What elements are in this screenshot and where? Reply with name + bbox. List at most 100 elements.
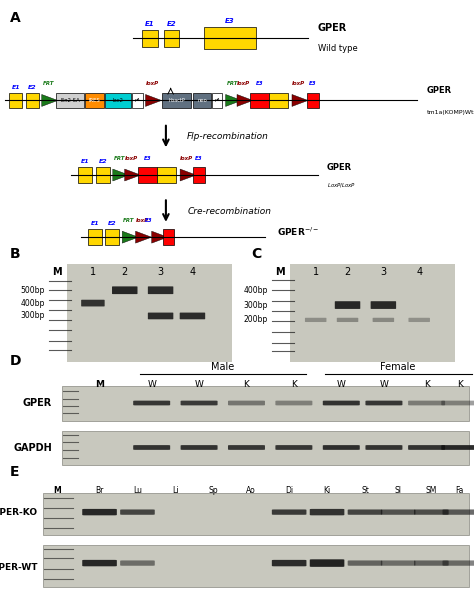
Text: E: E: [9, 465, 19, 479]
Text: K: K: [457, 380, 463, 389]
Polygon shape: [180, 169, 196, 181]
Text: GPER: GPER: [318, 23, 347, 34]
Bar: [26, 93, 39, 108]
Polygon shape: [122, 231, 138, 243]
Polygon shape: [292, 95, 308, 107]
Text: 200bp: 200bp: [244, 316, 268, 325]
Bar: [138, 167, 157, 183]
Bar: [105, 229, 119, 245]
Bar: [67, 264, 232, 362]
Bar: [78, 167, 92, 183]
FancyBboxPatch shape: [414, 561, 449, 565]
Text: E3: E3: [225, 18, 235, 24]
FancyBboxPatch shape: [441, 445, 474, 450]
Text: FRT: FRT: [123, 218, 135, 223]
Bar: [62, 386, 469, 420]
Text: 300bp: 300bp: [244, 301, 268, 310]
Text: Li: Li: [172, 486, 179, 495]
Polygon shape: [152, 231, 168, 243]
Bar: [142, 29, 158, 47]
FancyBboxPatch shape: [148, 286, 173, 294]
Bar: [43, 494, 469, 536]
Text: E1: E1: [81, 159, 90, 164]
Text: loxP: loxP: [146, 81, 159, 86]
Text: Wild type: Wild type: [318, 44, 357, 53]
Text: A: A: [9, 11, 20, 25]
Text: Sp: Sp: [209, 486, 218, 495]
Bar: [43, 545, 469, 588]
Polygon shape: [226, 95, 242, 107]
Polygon shape: [125, 169, 141, 181]
Text: E2: E2: [108, 222, 117, 226]
Text: K: K: [424, 380, 429, 389]
Text: GAPDH: GAPDH: [13, 443, 52, 453]
Text: FRT: FRT: [227, 81, 238, 86]
FancyBboxPatch shape: [408, 445, 445, 450]
Text: 4: 4: [416, 267, 422, 277]
FancyBboxPatch shape: [181, 401, 218, 406]
Text: FRT: FRT: [114, 156, 125, 161]
FancyBboxPatch shape: [310, 509, 344, 515]
Bar: [163, 229, 174, 245]
FancyBboxPatch shape: [442, 561, 474, 565]
Text: hbactP: hbactP: [168, 98, 185, 103]
FancyBboxPatch shape: [120, 510, 155, 515]
Text: loxP: loxP: [237, 81, 250, 86]
FancyBboxPatch shape: [120, 561, 155, 565]
Text: Male: Male: [211, 362, 235, 373]
FancyBboxPatch shape: [81, 300, 105, 307]
FancyBboxPatch shape: [335, 301, 360, 309]
Text: Br: Br: [95, 486, 104, 495]
Bar: [105, 93, 131, 108]
Text: 400bp: 400bp: [21, 298, 45, 308]
Polygon shape: [136, 231, 152, 243]
Bar: [307, 93, 319, 108]
Text: 400bp: 400bp: [244, 286, 268, 295]
Text: E3: E3: [256, 81, 264, 86]
Text: SM: SM: [426, 486, 437, 495]
Text: Fa: Fa: [456, 486, 464, 495]
Text: GPER$^{-/-}$: GPER$^{-/-}$: [277, 226, 319, 238]
FancyBboxPatch shape: [275, 445, 312, 450]
Text: GPER-WT: GPER-WT: [0, 563, 38, 572]
Text: Cre-recombination: Cre-recombination: [187, 207, 271, 216]
Bar: [204, 27, 256, 50]
FancyBboxPatch shape: [348, 510, 382, 515]
Text: 1: 1: [90, 267, 96, 277]
Bar: [85, 93, 104, 108]
Text: tm1a(KOMP)Wtsi: tm1a(KOMP)Wtsi: [427, 110, 474, 116]
FancyBboxPatch shape: [365, 401, 402, 406]
Text: Ao: Ao: [246, 486, 256, 495]
FancyBboxPatch shape: [275, 401, 312, 406]
Bar: [212, 93, 222, 108]
Bar: [9, 93, 22, 108]
FancyBboxPatch shape: [441, 401, 474, 406]
Text: W: W: [337, 380, 346, 389]
FancyBboxPatch shape: [82, 560, 117, 566]
Bar: [193, 167, 205, 183]
Bar: [96, 167, 110, 183]
Text: 300bp: 300bp: [21, 311, 45, 320]
Text: pA: pA: [135, 98, 140, 102]
Polygon shape: [113, 169, 129, 181]
Bar: [269, 93, 288, 108]
Text: En2 SA: En2 SA: [61, 98, 80, 103]
Text: E1: E1: [91, 222, 99, 226]
Text: GPER-KO: GPER-KO: [0, 507, 38, 516]
Text: 2: 2: [122, 267, 128, 277]
FancyBboxPatch shape: [228, 401, 265, 406]
Text: K: K: [244, 380, 249, 389]
Text: M: M: [52, 267, 62, 277]
FancyBboxPatch shape: [82, 509, 117, 515]
Text: neo: neo: [197, 98, 207, 103]
FancyBboxPatch shape: [112, 286, 137, 294]
Text: GPER: GPER: [327, 163, 352, 172]
Bar: [193, 93, 211, 108]
Text: 3: 3: [157, 267, 164, 277]
Text: Di: Di: [285, 486, 293, 495]
FancyBboxPatch shape: [409, 318, 430, 322]
FancyBboxPatch shape: [381, 510, 415, 515]
FancyBboxPatch shape: [381, 561, 415, 565]
Text: Flp-recombination: Flp-recombination: [187, 132, 269, 141]
Bar: [164, 29, 179, 47]
